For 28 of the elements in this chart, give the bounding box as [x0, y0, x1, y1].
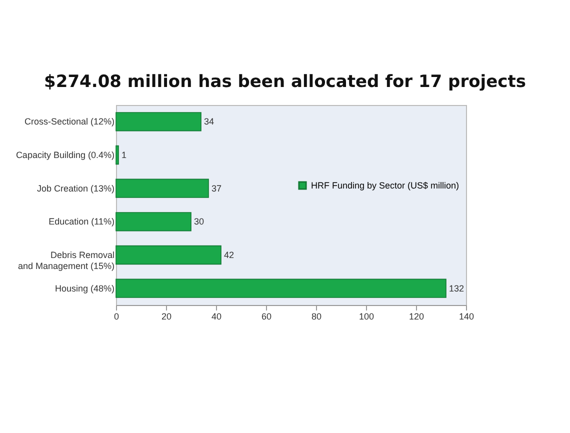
x-tick-label: 20 [161, 312, 172, 322]
data-label: 34 [204, 116, 214, 127]
legend-label: HRF Funding by Sector (US$ million) [311, 180, 460, 190]
data-label: 132 [449, 283, 464, 294]
bar [116, 112, 202, 132]
bar [116, 245, 222, 265]
x-tick-label: 140 [458, 312, 474, 322]
bar [116, 145, 119, 165]
chart-title: $274.08 million has been allocated for 17 projects [43, 72, 527, 92]
data-label: 30 [194, 216, 204, 227]
x-tick-label: 40 [211, 312, 222, 322]
y-tick-label: Capacity Building (0.4%) [16, 150, 114, 160]
x-tick-label: 100 [358, 312, 374, 322]
bar [116, 212, 192, 232]
y-tick-label: Cross-Sectional (12%) [24, 116, 114, 127]
data-label: 37 [212, 183, 222, 194]
y-tick-label: Housing (48%) [54, 283, 114, 294]
x-tick-label: 120 [408, 312, 424, 322]
data-label: 42 [224, 250, 234, 260]
x-tick-label: 0 [114, 312, 120, 322]
data-label: 1 [122, 150, 127, 160]
y-tick-label: Education (11%) [48, 216, 114, 227]
y-tick-label: Job Creation (13%) [36, 183, 114, 194]
bar [116, 278, 446, 298]
x-tick-label: 80 [311, 312, 322, 322]
bar [116, 178, 209, 198]
y-tick-label: Debris Removal and Management (15%) [18, 250, 114, 271]
x-tick-label: 60 [261, 312, 272, 322]
